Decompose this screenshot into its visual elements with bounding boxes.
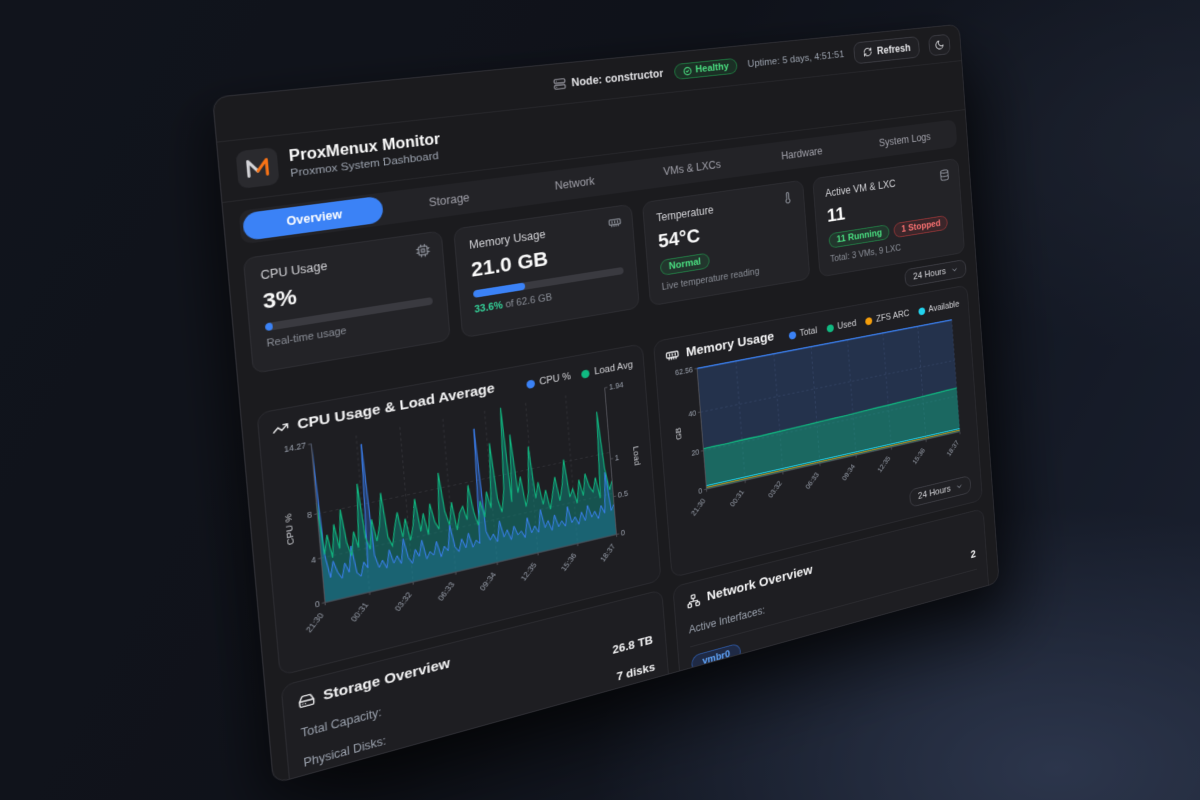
interface-badge: vmbr0: [690, 642, 742, 674]
svg-text:Load: Load: [631, 445, 642, 466]
storage-row-label: Total Capacity:: [300, 705, 383, 740]
logo-m-icon: [243, 154, 273, 183]
memory-caption-rest: of 62.6 GB: [502, 291, 553, 311]
time-range-value: 24 Hours: [912, 266, 947, 282]
svg-text:12:35: 12:35: [876, 454, 892, 473]
chevron-down-icon: [955, 482, 963, 492]
memory-icon: [665, 347, 680, 363]
node-indicator: Node: constructor: [553, 67, 664, 91]
theme-toggle-button[interactable]: [928, 33, 951, 56]
svg-text:CPU %: CPU %: [282, 512, 297, 546]
svg-text:00:31: 00:31: [349, 601, 370, 624]
svg-text:00:31: 00:31: [729, 488, 746, 508]
legend-dot: [788, 330, 797, 340]
cpu-load-chart-card: CPU Usage & Load Average CPU % Load Avg …: [256, 343, 662, 677]
svg-text:20: 20: [691, 448, 700, 458]
svg-text:15:36: 15:36: [911, 447, 926, 466]
storage-row-value: 26.8 TB: [611, 632, 654, 657]
network-row-value: 2: [970, 547, 977, 561]
storage-row-label: Physical Disks:: [302, 733, 387, 770]
svg-text:0.5: 0.5: [618, 490, 629, 501]
svg-text:09:34: 09:34: [478, 570, 498, 592]
tab-system-logs[interactable]: System Logs: [878, 130, 932, 150]
cpu-progress-fill: [264, 322, 273, 332]
svg-text:40: 40: [688, 409, 697, 419]
svg-text:21:30: 21:30: [304, 611, 326, 634]
node-label: Node: constructor: [571, 67, 664, 90]
tab-storage[interactable]: Storage: [428, 190, 471, 210]
svg-text:4: 4: [311, 555, 317, 565]
svg-text:0: 0: [621, 529, 626, 538]
check-circle-icon: [683, 65, 693, 76]
charts-row: CPU Usage & Load Average CPU % Load Avg …: [241, 276, 993, 679]
svg-text:06:33: 06:33: [804, 471, 820, 491]
vm-stopped-badge: 1 Stopped: [893, 214, 949, 239]
memory-chart-card: Memory Usage Total Used ZFS ARC Availabl…: [652, 284, 983, 579]
cpu-load-chart: 0 4 8 14.27 0 0.5 1 1.94 21:30 00:31 03:32 06:33 09:…: [273, 372, 650, 666]
svg-text:18:37: 18:37: [945, 439, 960, 458]
app-logo: [235, 146, 280, 190]
vm-running-badge: 11 Running: [828, 224, 891, 249]
refresh-label: Refresh: [876, 41, 911, 57]
svg-text:18:37: 18:37: [599, 542, 618, 563]
svg-text:0: 0: [698, 486, 703, 495]
moon-icon: [934, 39, 944, 51]
app-title-block: ProxMenux Monitor Proxmox System Dashboa…: [288, 131, 442, 179]
svg-text:03:32: 03:32: [393, 590, 414, 612]
svg-text:12:35: 12:35: [519, 561, 538, 582]
legend-dot: [581, 368, 591, 379]
cpu-icon: [415, 242, 431, 263]
svg-text:1: 1: [614, 453, 619, 462]
memory-caption-percent: 33.6%: [474, 299, 504, 316]
trending-up-icon: [271, 419, 289, 438]
divider: [690, 568, 977, 648]
server-icon: [553, 77, 567, 91]
svg-text:1.94: 1.94: [609, 380, 624, 391]
database-icon: [939, 168, 951, 186]
svg-text:06:33: 06:33: [436, 580, 456, 602]
uptime-text: Uptime: 5 days, 4:51:51: [747, 49, 845, 70]
svg-text:21:30: 21:30: [690, 497, 708, 517]
memory-usage-chart: 0 20 40 62.56 21:30 00:31 03:32 06:33 09:34 12:35…: [666, 310, 971, 537]
svg-text:15:36: 15:36: [559, 551, 578, 572]
svg-text:14.27: 14.27: [284, 441, 307, 454]
svg-text:09:34: 09:34: [841, 463, 857, 482]
tab-hardware[interactable]: Hardware: [780, 144, 823, 163]
legend-dot: [865, 316, 873, 326]
svg-text:GB: GB: [673, 427, 684, 441]
svg-text:8: 8: [307, 511, 313, 521]
hard-drive-icon: [298, 691, 316, 711]
memory-time-range-select[interactable]: 24 Hours: [909, 475, 972, 508]
legend-dot: [917, 306, 926, 316]
thermometer-icon: [781, 190, 794, 209]
tab-overview[interactable]: Overview: [242, 195, 385, 242]
network-icon: [686, 592, 701, 609]
health-badge: Healthy: [673, 57, 738, 80]
refresh-icon: [863, 47, 873, 58]
svg-text:03:32: 03:32: [767, 479, 784, 499]
tab-vms-lxcs[interactable]: VMs & LXCs: [662, 158, 722, 178]
chevron-down-icon: [951, 265, 959, 274]
memory-progress-fill: [472, 282, 526, 298]
memory-icon: [608, 215, 623, 235]
refresh-button[interactable]: Refresh: [853, 36, 921, 65]
legend-dot: [526, 378, 536, 389]
temperature-status-badge: Normal: [659, 252, 711, 277]
legend-dot: [826, 323, 834, 333]
network-row-label: Active Interfaces:: [688, 603, 766, 636]
storage-row-value: 7 disks: [616, 659, 656, 684]
health-label: Healthy: [695, 61, 730, 76]
tab-network[interactable]: Network: [554, 174, 596, 193]
svg-text:62.56: 62.56: [675, 366, 694, 377]
svg-text:0: 0: [315, 600, 321, 610]
dashboard-panel: Node: constructor Healthy Uptime: 5 days…: [212, 23, 1000, 785]
time-range-value: 24 Hours: [917, 484, 952, 502]
